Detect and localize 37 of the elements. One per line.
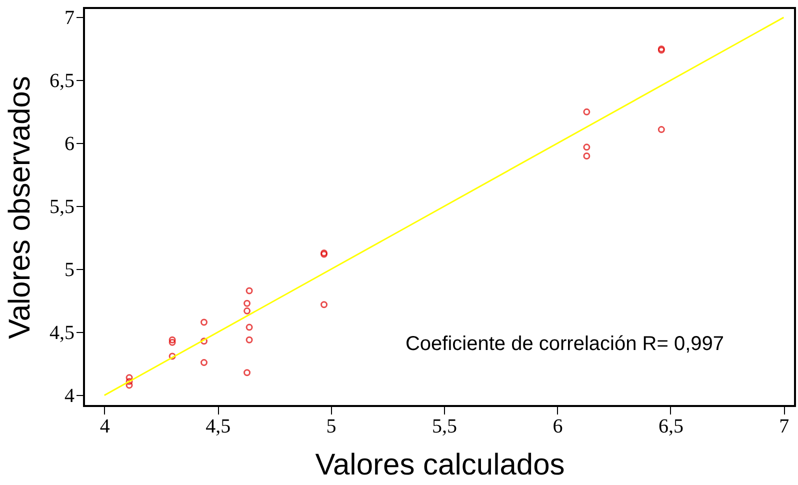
point bbox=[246, 336, 253, 344]
point bbox=[244, 307, 251, 314]
point bbox=[168, 352, 176, 360]
x-tick-label: 6,5 bbox=[658, 416, 684, 438]
point bbox=[126, 382, 133, 389]
point bbox=[200, 338, 208, 345]
point bbox=[200, 359, 208, 366]
point bbox=[320, 301, 328, 308]
point bbox=[244, 300, 251, 307]
point bbox=[583, 108, 590, 116]
x-tick-label: 5,5 bbox=[432, 416, 458, 438]
point bbox=[126, 378, 133, 385]
point bbox=[168, 336, 176, 344]
x-tick-label: 5 bbox=[326, 416, 336, 438]
x-tick-label: 4,5 bbox=[206, 416, 231, 438]
point bbox=[246, 324, 253, 331]
x-tick-label: 4 bbox=[100, 416, 110, 438]
y-tick-label: 6 bbox=[64, 132, 74, 155]
y-tick-label: 7 bbox=[64, 6, 74, 29]
point bbox=[244, 369, 251, 376]
x-tick-label: 6 bbox=[552, 416, 563, 438]
y-tick-label: 5,5 bbox=[50, 196, 74, 218]
x-tick-label: 7 bbox=[779, 416, 790, 438]
point bbox=[246, 287, 253, 294]
y-tick-label: 6,5 bbox=[50, 70, 74, 92]
y-tick-label: 4 bbox=[64, 384, 74, 407]
y-tick-label: 5 bbox=[64, 258, 74, 281]
point bbox=[583, 144, 590, 151]
point bbox=[168, 338, 176, 346]
point bbox=[658, 126, 665, 134]
point bbox=[583, 152, 590, 160]
y-tick-label: 4,5 bbox=[50, 322, 74, 344]
y-axis-title: Valores observados bbox=[4, 76, 36, 339]
annotation: Coeficiente de correlación R= 0,997 bbox=[405, 333, 724, 355]
point bbox=[126, 374, 133, 382]
x-axis-title: Valores calculados bbox=[315, 448, 565, 482]
point bbox=[200, 318, 208, 326]
